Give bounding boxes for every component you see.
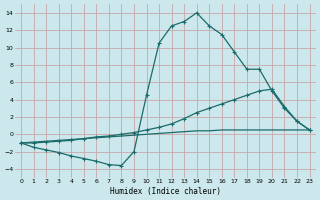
X-axis label: Humidex (Indice chaleur): Humidex (Indice chaleur) bbox=[110, 187, 221, 196]
